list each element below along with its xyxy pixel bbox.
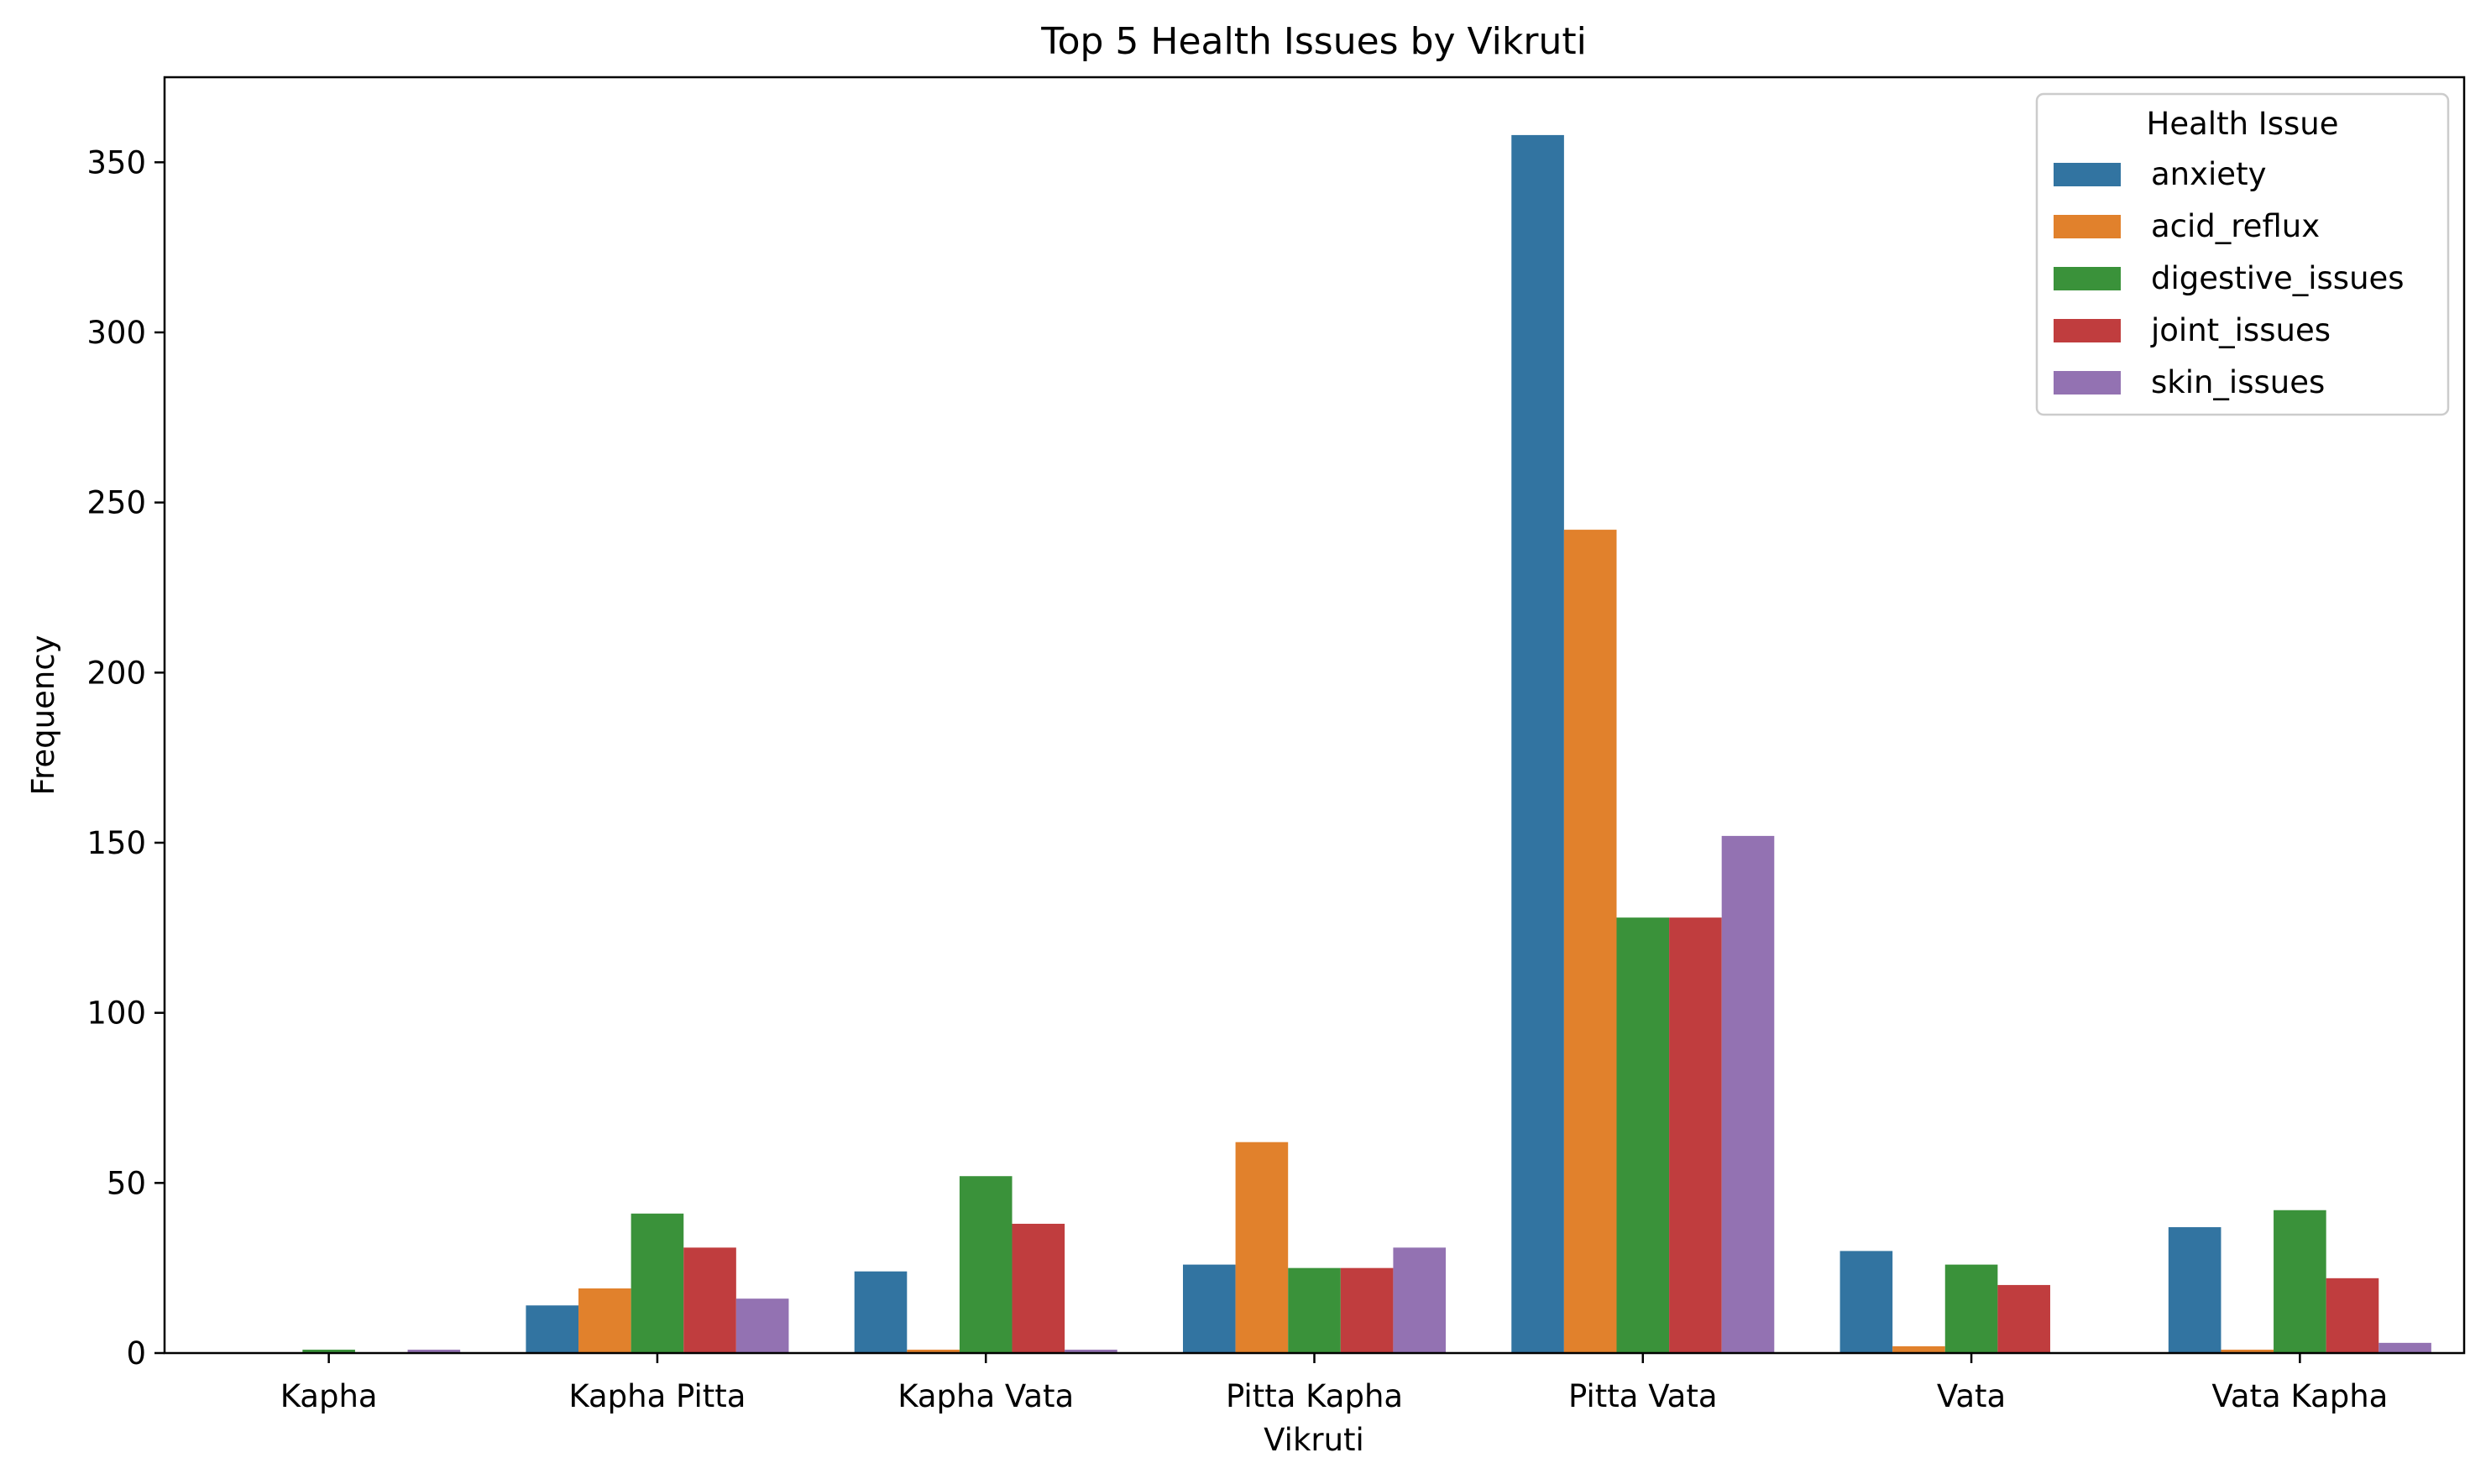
bar-anxiety-vata-kapha [2168,1227,2221,1353]
bar-acid-reflux-kapha-vata [907,1349,960,1353]
bar-anxiety-pitta-vata [1511,134,1564,1353]
x-tick-label: Vata [1937,1378,2006,1414]
bar-anxiety-vata [1839,1251,1893,1353]
legend-label-digestive-issues: digestive_issues [2151,260,2405,296]
bar-skin-issues-vata-kapha [2378,1342,2431,1353]
bar-anxiety-kapha-pitta [526,1305,579,1353]
bars-group [302,134,2431,1353]
legend-items: anxiety acid_reflux digestive_issues joint_… [2054,156,2405,400]
x-tick-label: Kapha Pitta [568,1378,746,1414]
x-tick-label: Kapha Vata [897,1378,1074,1414]
plot-frame [163,76,2466,1355]
bar-acid-reflux-vata-kapha [2221,1349,2274,1353]
bar-digestive-issues-vata [1944,1264,1998,1353]
bar-digestive-issues-vata-kapha [2274,1210,2326,1353]
legend-swatch-acid-reflux [2054,215,2121,238]
y-tick-label: 50 [107,1165,146,1201]
legend-swatch-digestive-issues [2054,267,2121,290]
legend-title: Health Issue [2147,106,2339,142]
legend-frame [2035,92,2450,416]
bar-digestive-issues-kapha [302,1349,355,1353]
y-tick-label: 150 [86,825,146,861]
bar-anxiety-kapha-vata [854,1271,908,1353]
bar-acid-reflux-pitta-kapha [1235,1142,1289,1353]
bar-anxiety-pitta-kapha [1182,1264,1236,1353]
bar-joint-issues-vata [1997,1284,2050,1353]
bar-acid-reflux-vata [1892,1346,1945,1353]
legend-swatch-skin-issues [2054,371,2121,395]
bar-skin-issues-kapha-vata [1065,1349,1117,1353]
legend-label-skin-issues: skin_issues [2151,364,2325,400]
bar-digestive-issues-kapha-pitta [631,1213,684,1353]
y-axis: 0 50 100 150 200 250 300 350 [86,144,165,1372]
bar-joint-issues-kapha-pitta [683,1247,736,1353]
legend-label-anxiety: anxiety [2151,156,2266,192]
x-tick-label: Pitta Vata [1568,1378,1718,1414]
bar-digestive-issues-pitta-vata [1616,917,1670,1353]
bar-acid-reflux-kapha-pitta [578,1288,631,1353]
bar-digestive-issues-kapha-vata [959,1176,1013,1353]
bar-joint-issues-pitta-vata [1669,917,1722,1353]
legend-swatch-joint-issues [2054,319,2121,342]
y-tick-label: 250 [86,485,146,521]
x-axis-label: Vikruti [1264,1422,1364,1458]
y-tick-label: 100 [86,995,146,1032]
bar-skin-issues-pitta-kapha [1393,1247,1447,1353]
bar-acid-reflux-pitta-vata [1563,530,1617,1353]
x-axis: Kapha Kapha Pitta Kapha Vata Pitta Kapha Pit… [280,1353,2388,1414]
bar-digestive-issues-pitta-kapha [1288,1267,1341,1353]
y-tick-label: 350 [86,144,146,180]
legend-label-acid-reflux: acid_reflux [2151,208,2320,244]
chart-title: Top 5 Health Issues by Vikruti [1040,20,1587,63]
legend: Health Issue anxiety acid_reflux digestive… [2035,92,2450,416]
y-tick-label: 0 [126,1335,146,1372]
x-tick-label: Kapha [280,1378,378,1414]
bar-joint-issues-kapha-vata [1012,1223,1065,1353]
x-tick-label: Vata Kapha [2211,1378,2388,1414]
x-tick-label: Pitta Kapha [1226,1378,1403,1414]
bar-skin-issues-kapha [407,1349,461,1353]
y-axis-label: Frequency [25,635,61,795]
y-tick-label: 200 [86,655,146,691]
legend-swatch-anxiety [2054,163,2121,186]
bar-joint-issues-vata-kapha [2326,1278,2379,1353]
bar-skin-issues-kapha-pitta [735,1298,789,1353]
bar-skin-issues-pitta-vata [1721,835,1775,1353]
bar-joint-issues-pitta-kapha [1340,1267,1394,1353]
legend-label-joint-issues: joint_issues [2150,312,2331,348]
y-tick-label: 300 [86,315,146,351]
